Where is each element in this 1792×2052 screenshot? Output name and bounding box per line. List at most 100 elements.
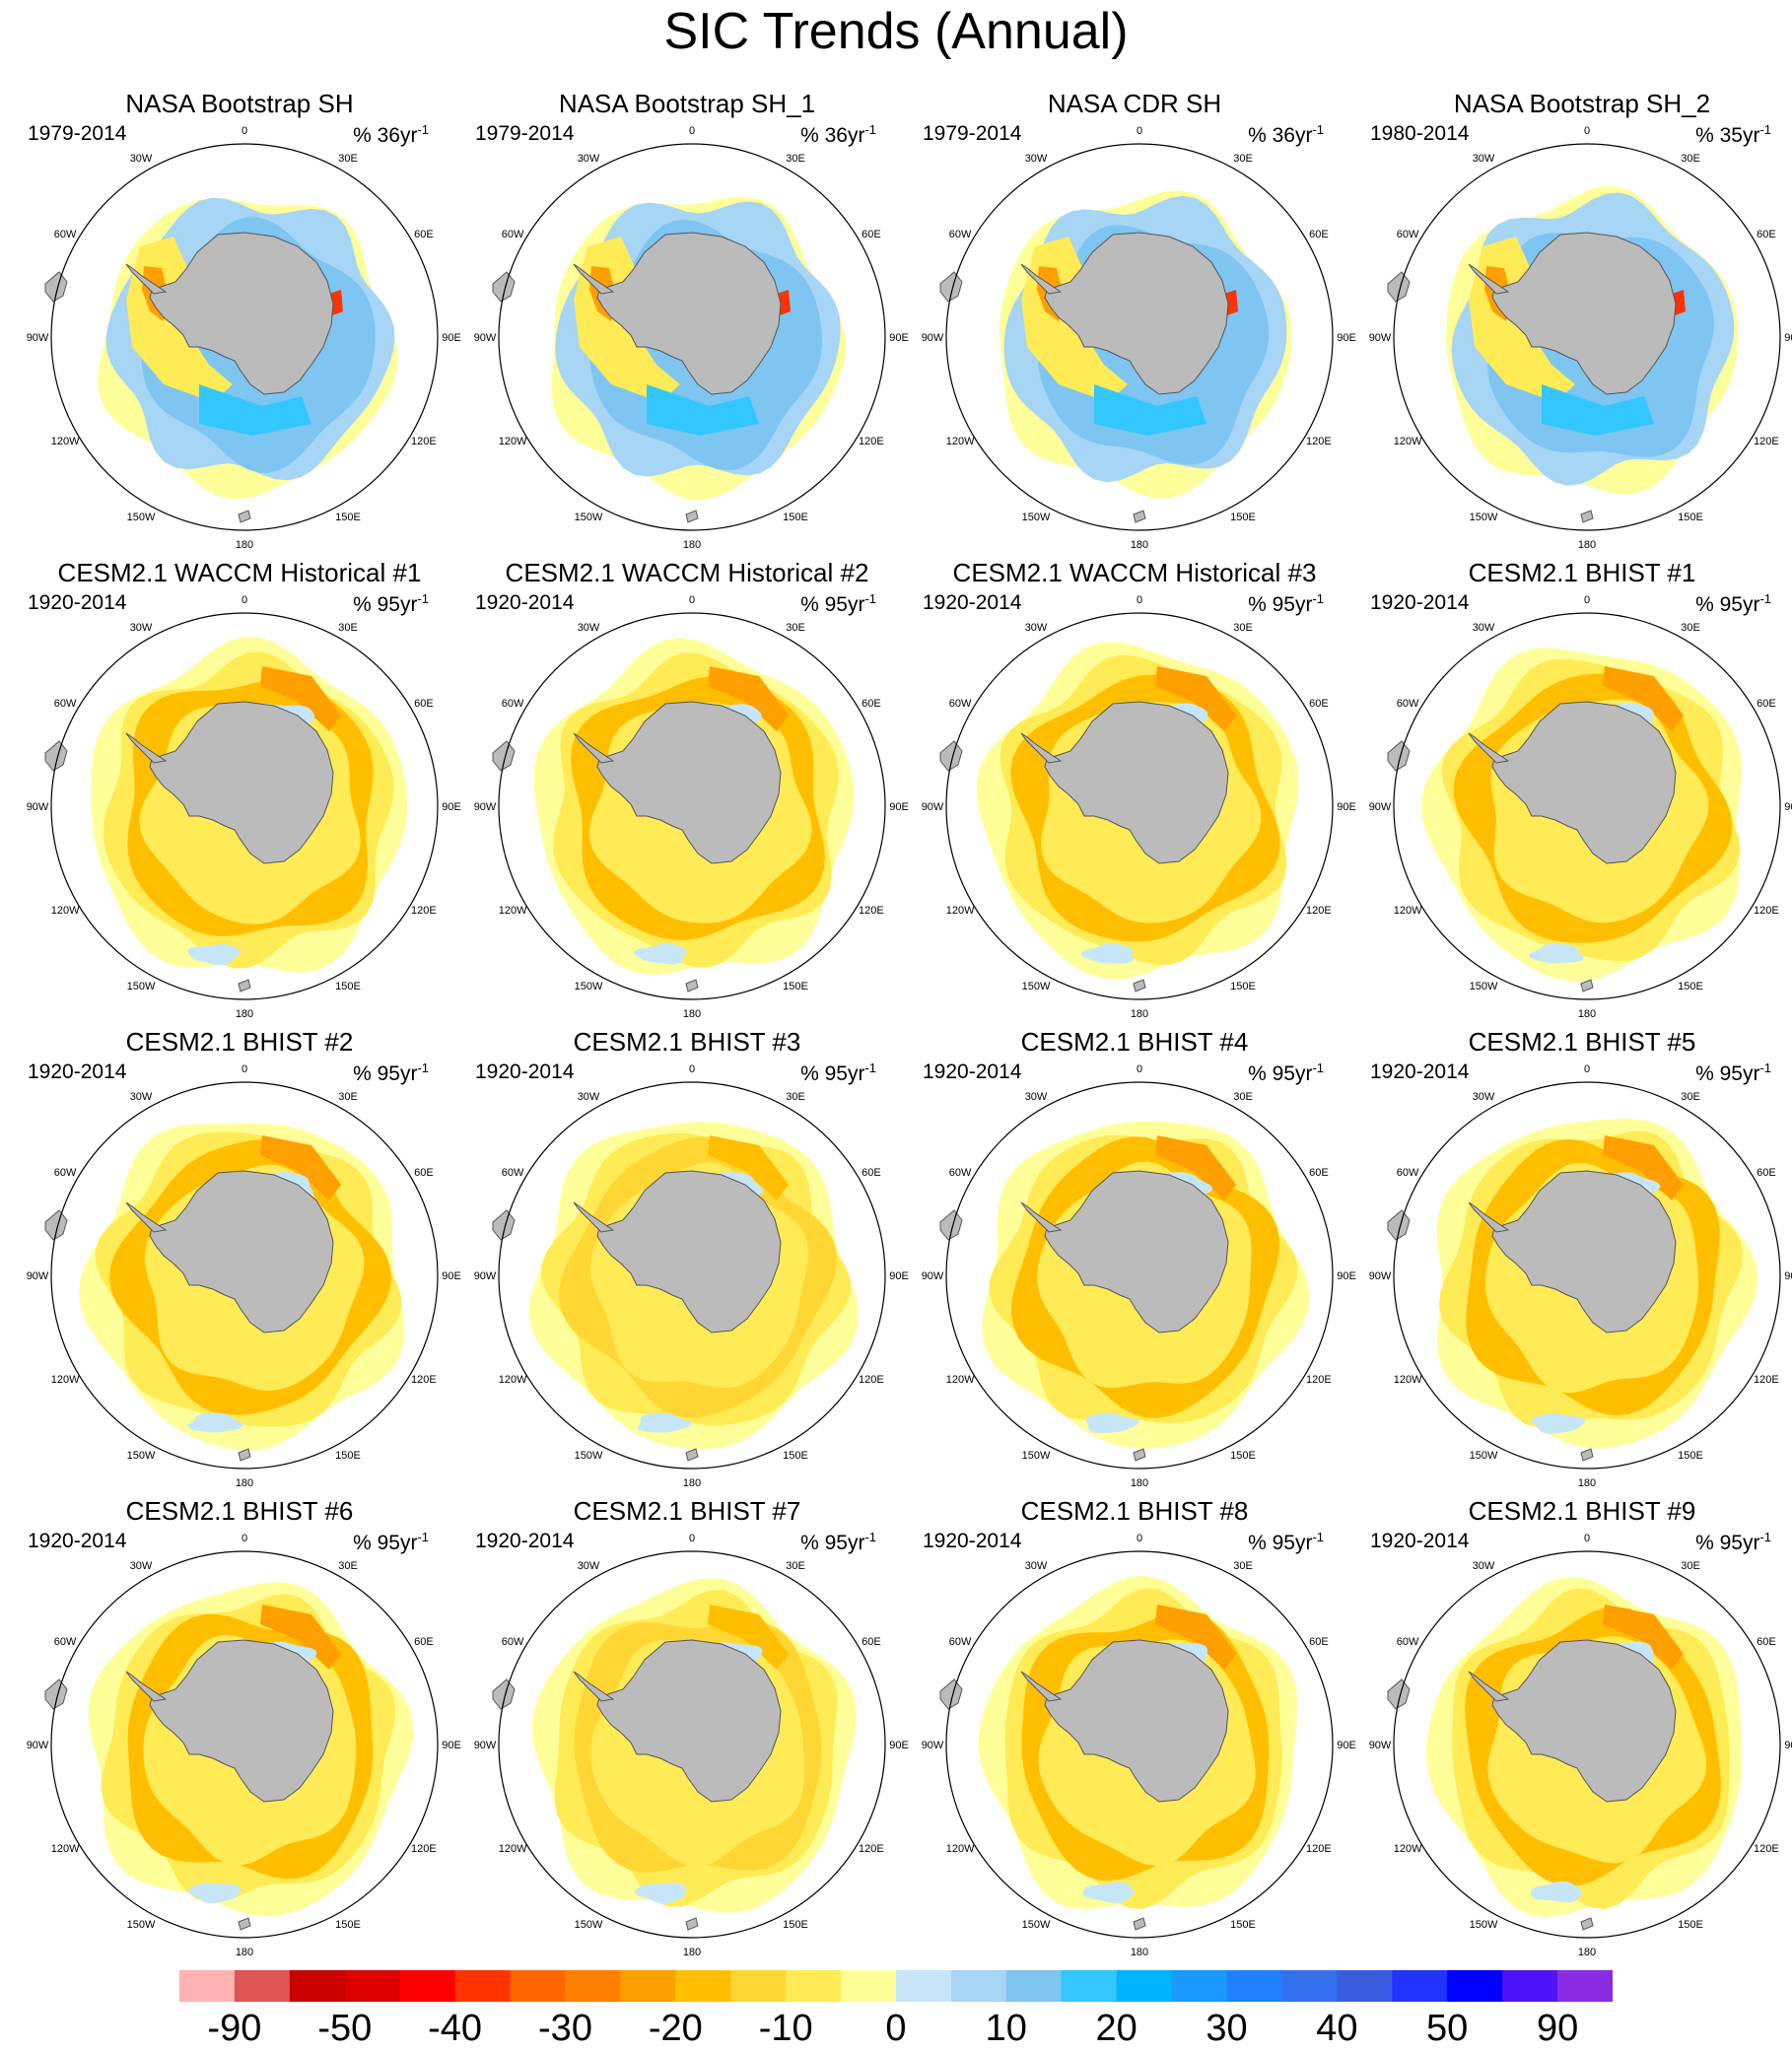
south-america-tip	[1387, 1209, 1411, 1241]
longitude-label: 150W	[1470, 1450, 1498, 1462]
longitude-label: 180	[683, 539, 701, 551]
colorbar-swatch	[454, 1970, 512, 2002]
longitude-label: 180	[236, 539, 253, 551]
longitude-label: 180	[1578, 539, 1596, 551]
longitude-label: 60E	[862, 1167, 881, 1179]
panel-units: % 95yr-1	[1695, 1526, 1771, 1555]
longitude-label: 60E	[1309, 1636, 1329, 1648]
panel-units: % 95yr-1	[353, 1057, 429, 1086]
panel-units: % 95yr-1	[1248, 1057, 1324, 1086]
longitude-label: 150E	[783, 1450, 808, 1462]
panel-period: 1980-2014	[1370, 122, 1470, 145]
colorbar-tick-label: -50	[317, 2008, 373, 2049]
colorbar-swatch	[234, 1970, 291, 2002]
longitude-label: 30W	[1473, 1560, 1495, 1572]
longitude-label: 30W	[1025, 153, 1048, 165]
longitude-label: 150W	[127, 981, 156, 992]
units-value: % 95yr	[1695, 593, 1760, 616]
longitude-label: 60E	[414, 1636, 434, 1648]
longitude-label: 150W	[575, 1919, 603, 1931]
longitude-label: 120E	[411, 1374, 437, 1386]
longitude-label: 180	[683, 1947, 701, 1958]
panel-period: 1920-2014	[923, 591, 1022, 614]
colorbar-swatch	[1392, 1970, 1448, 2002]
longitude-label: 60W	[1397, 229, 1419, 240]
polar-map: 0 30E 60E 90E 120E 150E 180 150W 120W 90W 60W 30W	[922, 1063, 1356, 1489]
panel-units: % 36yr-1	[353, 118, 429, 148]
polar-map: 0 30E 60E 90E 120E 150E 180 150W 120W 90W 60W 30W	[1369, 1533, 1792, 1958]
strong-negative-sector	[199, 384, 311, 436]
panel-units: % 95yr-1	[1695, 1057, 1771, 1086]
antarctic-peninsula	[125, 732, 168, 764]
units-value: % 95yr	[353, 593, 418, 616]
units-exponent: -1	[1312, 122, 1324, 137]
longitude-label: 60W	[1397, 698, 1419, 710]
polar-map: 0 30E 60E 90E 120E 150E 180 150W 120W 90W 60W 30W	[1369, 594, 1792, 1020]
south-america-tip	[44, 740, 68, 772]
map-border	[945, 612, 1334, 1000]
new-zealand-tip	[1580, 510, 1594, 523]
longitude-label: 90E	[1337, 332, 1356, 344]
map-panel: 0 30E 60E 90E 120E 150E 180 150W 120W 90W 60W 30W CE…	[16, 1496, 463, 1959]
longitude-label: 150W	[575, 512, 603, 523]
panel-title: CESM2.1 BHIST #7	[573, 1496, 801, 1526]
negative-trend-patch	[637, 1412, 692, 1433]
units-exponent: -1	[1759, 122, 1771, 137]
longitude-label: 180	[1131, 539, 1148, 551]
longitude-label: 30E	[1681, 153, 1700, 165]
longitude-label: 30E	[1681, 1091, 1700, 1103]
longitude-label: 120E	[1754, 436, 1779, 447]
negative-trend-patch	[1080, 943, 1135, 964]
map-border	[945, 1081, 1334, 1470]
colorbar-swatch	[289, 1970, 346, 2002]
map-panel: 0 30E 60E 90E 120E 150E 180 150W 120W 90W 60W 30W NA…	[463, 89, 911, 552]
negative-trend-patch	[1085, 1412, 1139, 1434]
longitude-label: 120W	[1394, 905, 1422, 917]
colorbar-swatch	[1447, 1970, 1503, 2002]
units-value: % 95yr	[353, 1532, 418, 1554]
longitude-label: 150W	[1470, 981, 1498, 992]
map-panel: 0 30E 60E 90E 120E 150E 180 150W 120W 90W 60W 30W CE…	[1358, 558, 1792, 1021]
longitude-label: 30W	[578, 1560, 600, 1572]
longitude-label: 0	[689, 125, 695, 137]
new-zealand-tip	[685, 1917, 699, 1931]
south-america-tip	[44, 1209, 68, 1241]
antarctic-peninsula	[573, 732, 615, 764]
strong-positive-sector	[260, 666, 341, 731]
panel-title: CESM2.1 BHIST #1	[1468, 558, 1696, 587]
map-border	[945, 1550, 1334, 1939]
longitude-label: 120E	[1306, 436, 1332, 447]
new-zealand-tip	[1133, 510, 1146, 523]
panel-title: CESM2.1 BHIST #2	[125, 1027, 354, 1057]
panel-period: 1920-2014	[923, 1530, 1022, 1552]
longitude-label: 60E	[414, 229, 434, 240]
antarctic-peninsula	[1020, 732, 1063, 764]
negative-trend-patch	[187, 1412, 243, 1433]
longitude-label: 120W	[51, 1374, 80, 1386]
antarctic-peninsula	[125, 1201, 168, 1233]
longitude-label: 180	[683, 1477, 701, 1489]
antarctic-peninsula	[1468, 1671, 1510, 1702]
map-border	[1393, 612, 1781, 1000]
strong-positive-sector	[708, 666, 789, 731]
colorbar-tick-label: -30	[538, 2008, 592, 2049]
units-value: % 95yr	[1248, 1062, 1313, 1085]
south-america-tip	[492, 271, 516, 303]
longitude-label: 60W	[54, 1636, 77, 1648]
units-exponent: -1	[1312, 591, 1324, 606]
panel-units: % 95yr-1	[1248, 1526, 1324, 1555]
units-value: % 95yr	[1695, 1062, 1760, 1085]
longitude-label: 30W	[578, 1091, 600, 1103]
longitude-label: 150E	[1230, 1450, 1256, 1462]
map-border	[1393, 1550, 1781, 1939]
panel-title: CESM2.1 BHIST #6	[125, 1496, 354, 1526]
colorbar-swatch	[179, 1970, 236, 2002]
units-value: % 95yr	[1248, 593, 1313, 616]
polar-map: 0 30E 60E 90E 120E 150E 180 150W 120W 90W 60W 30W	[1369, 125, 1792, 551]
longitude-label: 0	[1584, 1063, 1590, 1075]
longitude-label: 150E	[335, 1450, 361, 1462]
longitude-label: 90W	[922, 1270, 944, 1282]
map-panel: 0 30E 60E 90E 120E 150E 180 150W 120W 90W 60W 30W CE…	[911, 1027, 1358, 1490]
map-border	[498, 1081, 886, 1470]
longitude-label: 0	[241, 1533, 247, 1544]
